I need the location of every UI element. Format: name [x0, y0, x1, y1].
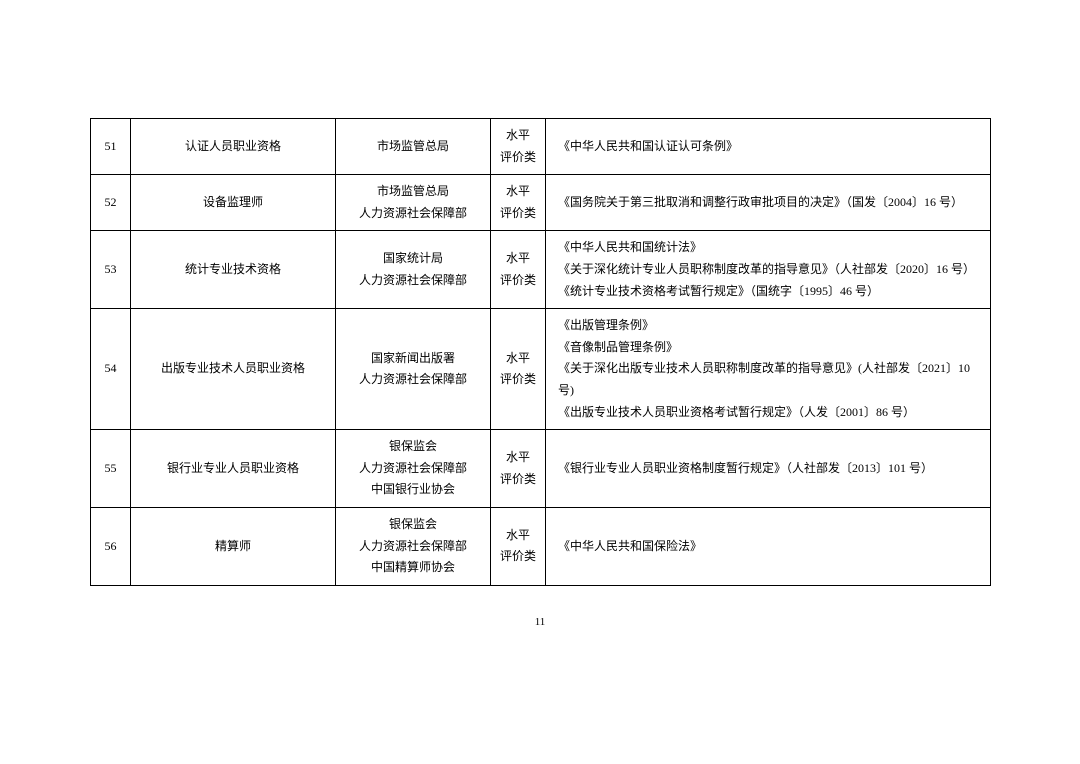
cell-number: 54	[91, 309, 131, 430]
cell-department: 市场监管总局	[336, 119, 491, 175]
cell-number: 55	[91, 430, 131, 508]
cell-qualification-name: 精算师	[131, 507, 336, 585]
table-row: 54出版专业技术人员职业资格国家新闻出版署人力资源社会保障部水平评价类《出版管理…	[91, 309, 991, 430]
cell-department: 银保监会人力资源社会保障部中国精算师协会	[336, 507, 491, 585]
cell-basis: 《中华人民共和国认证认可条例》	[546, 119, 991, 175]
table-row: 52设备监理师市场监管总局人力资源社会保障部水平评价类《国务院关于第三批取消和调…	[91, 175, 991, 231]
cell-qualification-name: 银行业专业人员职业资格	[131, 430, 336, 508]
cell-number: 53	[91, 231, 131, 309]
cell-number: 52	[91, 175, 131, 231]
table-row: 53统计专业技术资格国家统计局人力资源社会保障部水平评价类《中华人民共和国统计法…	[91, 231, 991, 309]
cell-basis: 《出版管理条例》《音像制品管理条例》《关于深化出版专业技术人员职称制度改革的指导…	[546, 309, 991, 430]
cell-department: 银保监会人力资源社会保障部中国银行业协会	[336, 430, 491, 508]
cell-number: 51	[91, 119, 131, 175]
cell-basis: 《中华人民共和国保险法》	[546, 507, 991, 585]
cell-type: 水平评价类	[491, 175, 546, 231]
table-row: 55银行业专业人员职业资格银保监会人力资源社会保障部中国银行业协会水平评价类《银…	[91, 430, 991, 508]
page-number: 11	[535, 616, 546, 628]
table-body: 51认证人员职业资格市场监管总局水平评价类《中华人民共和国认证认可条例》52设备…	[91, 119, 991, 586]
cell-qualification-name: 出版专业技术人员职业资格	[131, 309, 336, 430]
cell-basis: 《银行业专业人员职业资格制度暂行规定》（人社部发〔2013〕101 号）	[546, 430, 991, 508]
cell-type: 水平评价类	[491, 507, 546, 585]
cell-type: 水平评价类	[491, 309, 546, 430]
cell-number: 56	[91, 507, 131, 585]
cell-type: 水平评价类	[491, 231, 546, 309]
cell-department: 市场监管总局人力资源社会保障部	[336, 175, 491, 231]
cell-type: 水平评价类	[491, 119, 546, 175]
cell-type: 水平评价类	[491, 430, 546, 508]
cell-qualification-name: 统计专业技术资格	[131, 231, 336, 309]
cell-basis: 《中华人民共和国统计法》《关于深化统计专业人员职称制度改革的指导意见》（人社部发…	[546, 231, 991, 309]
cell-basis: 《国务院关于第三批取消和调整行政审批项目的决定》（国发〔2004〕16 号）	[546, 175, 991, 231]
table-row: 56精算师银保监会人力资源社会保障部中国精算师协会水平评价类《中华人民共和国保险…	[91, 507, 991, 585]
cell-qualification-name: 设备监理师	[131, 175, 336, 231]
qualification-table-container: 51认证人员职业资格市场监管总局水平评价类《中华人民共和国认证认可条例》52设备…	[90, 118, 990, 586]
cell-department: 国家新闻出版署人力资源社会保障部	[336, 309, 491, 430]
cell-qualification-name: 认证人员职业资格	[131, 119, 336, 175]
cell-department: 国家统计局人力资源社会保障部	[336, 231, 491, 309]
table-row: 51认证人员职业资格市场监管总局水平评价类《中华人民共和国认证认可条例》	[91, 119, 991, 175]
qualification-table: 51认证人员职业资格市场监管总局水平评价类《中华人民共和国认证认可条例》52设备…	[90, 118, 991, 586]
